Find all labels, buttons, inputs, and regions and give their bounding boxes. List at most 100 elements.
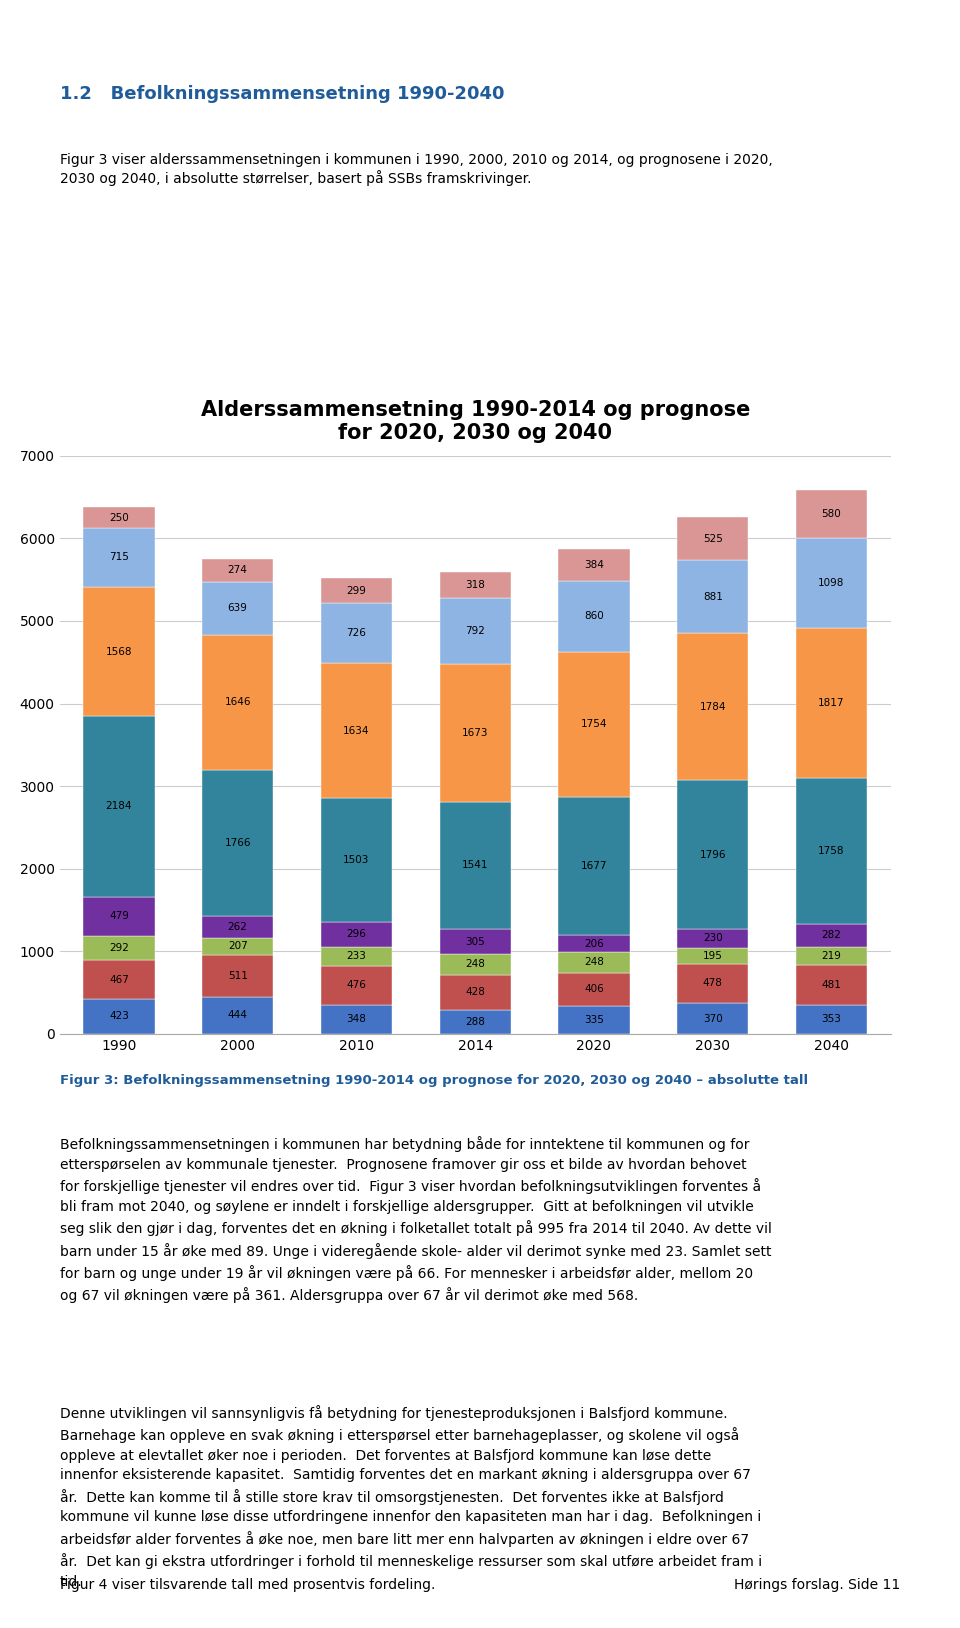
Text: 348: 348 xyxy=(347,1014,367,1024)
Bar xyxy=(321,663,392,798)
Text: 1796: 1796 xyxy=(700,850,726,860)
Bar xyxy=(677,560,749,633)
Text: 288: 288 xyxy=(466,1018,485,1027)
Bar xyxy=(796,778,867,923)
Text: 639: 639 xyxy=(228,602,248,614)
Bar xyxy=(559,796,630,934)
Bar xyxy=(321,1004,392,1034)
Text: 1677: 1677 xyxy=(581,861,608,871)
Text: 230: 230 xyxy=(703,933,723,943)
Bar xyxy=(440,571,511,597)
Bar xyxy=(321,578,392,602)
Text: 726: 726 xyxy=(347,628,367,638)
Text: 1634: 1634 xyxy=(343,726,370,736)
Bar xyxy=(677,928,749,947)
Bar xyxy=(84,527,155,586)
Text: 305: 305 xyxy=(466,936,485,946)
Bar xyxy=(202,917,274,938)
Bar xyxy=(559,934,630,952)
Bar xyxy=(440,801,511,930)
Text: 444: 444 xyxy=(228,1011,248,1021)
Text: 282: 282 xyxy=(822,930,841,941)
Text: 1758: 1758 xyxy=(818,847,845,856)
Text: Figur 3 viser alderssammensetningen i kommunen i 1990, 2000, 2010 og 2014, og pr: Figur 3 viser alderssammensetningen i ko… xyxy=(60,153,772,186)
Text: 299: 299 xyxy=(347,586,367,596)
Bar xyxy=(559,1006,630,1034)
Text: 296: 296 xyxy=(347,930,367,939)
Bar xyxy=(559,972,630,1006)
Text: 370: 370 xyxy=(703,1014,723,1024)
Text: 206: 206 xyxy=(584,939,604,949)
Bar xyxy=(84,586,155,716)
Bar xyxy=(84,961,155,1000)
Bar xyxy=(321,798,392,921)
Text: 580: 580 xyxy=(822,510,841,519)
Bar xyxy=(440,597,511,664)
Text: 274: 274 xyxy=(228,565,248,575)
Text: 1503: 1503 xyxy=(344,855,370,864)
Bar xyxy=(202,996,274,1034)
Text: Figur 3: Befolkningssammensetning 1990-2014 og prognose for 2020, 2030 og 2040 –: Figur 3: Befolkningssammensetning 1990-2… xyxy=(60,1074,807,1088)
Text: 478: 478 xyxy=(703,978,723,988)
Bar xyxy=(796,965,867,1004)
Text: 423: 423 xyxy=(109,1011,129,1021)
Bar xyxy=(440,954,511,975)
Bar xyxy=(440,664,511,801)
Text: 479: 479 xyxy=(109,912,129,921)
Bar xyxy=(202,770,274,917)
Text: 1.2   Befolkningssammensetning 1990-2040: 1.2 Befolkningssammensetning 1990-2040 xyxy=(60,85,504,103)
Bar xyxy=(677,964,749,1003)
Text: 1098: 1098 xyxy=(818,578,845,588)
Text: 1766: 1766 xyxy=(225,838,251,848)
Text: 715: 715 xyxy=(109,552,129,562)
Bar xyxy=(559,952,630,972)
Bar xyxy=(677,518,749,560)
Text: 292: 292 xyxy=(109,943,129,954)
Text: Denne utviklingen vil sannsynligvis få betydning for tjenesteproduksjonen i Bals: Denne utviklingen vil sannsynligvis få b… xyxy=(60,1405,761,1589)
Text: 384: 384 xyxy=(584,560,604,570)
Bar xyxy=(677,633,749,780)
Text: Hørings forslag. Side 11: Hørings forslag. Side 11 xyxy=(734,1578,900,1592)
Bar xyxy=(84,897,155,936)
Text: 248: 248 xyxy=(584,957,604,967)
Text: 792: 792 xyxy=(466,625,485,637)
Text: 318: 318 xyxy=(466,580,485,589)
Text: 2184: 2184 xyxy=(106,801,132,811)
Bar xyxy=(796,947,867,965)
Bar xyxy=(796,537,867,628)
Bar xyxy=(677,780,749,928)
Text: 207: 207 xyxy=(228,941,248,951)
Bar xyxy=(202,956,274,996)
Text: Figur 4 viser tilsvarende tall med prosentvis fordeling.: Figur 4 viser tilsvarende tall med prose… xyxy=(60,1578,435,1592)
Bar xyxy=(202,938,274,956)
Bar xyxy=(321,602,392,663)
Text: 250: 250 xyxy=(109,513,129,523)
Text: 1673: 1673 xyxy=(462,728,489,737)
Bar xyxy=(559,549,630,581)
Text: 353: 353 xyxy=(822,1014,841,1024)
Text: 335: 335 xyxy=(584,1014,604,1026)
Bar xyxy=(440,975,511,1009)
Text: 219: 219 xyxy=(822,951,841,961)
Text: 1568: 1568 xyxy=(106,646,132,656)
Bar xyxy=(559,581,630,651)
Bar xyxy=(677,947,749,964)
Bar xyxy=(202,635,274,770)
Bar xyxy=(440,930,511,954)
Text: 1646: 1646 xyxy=(225,697,251,708)
Bar xyxy=(84,936,155,961)
Bar xyxy=(796,628,867,778)
Bar xyxy=(202,558,274,581)
Text: 467: 467 xyxy=(109,975,129,985)
Bar xyxy=(440,1009,511,1034)
Text: Befolkningssammensetningen i kommunen har betydning både for inntektene til komm: Befolkningssammensetningen i kommunen ha… xyxy=(60,1136,772,1304)
Text: 1754: 1754 xyxy=(581,720,608,729)
Bar xyxy=(84,1000,155,1034)
Text: 1817: 1817 xyxy=(818,698,845,708)
Text: 262: 262 xyxy=(228,921,248,931)
Text: 511: 511 xyxy=(228,970,248,982)
Text: 406: 406 xyxy=(584,985,604,995)
Text: 481: 481 xyxy=(822,980,841,990)
Bar xyxy=(202,581,274,635)
Text: 525: 525 xyxy=(703,534,723,544)
